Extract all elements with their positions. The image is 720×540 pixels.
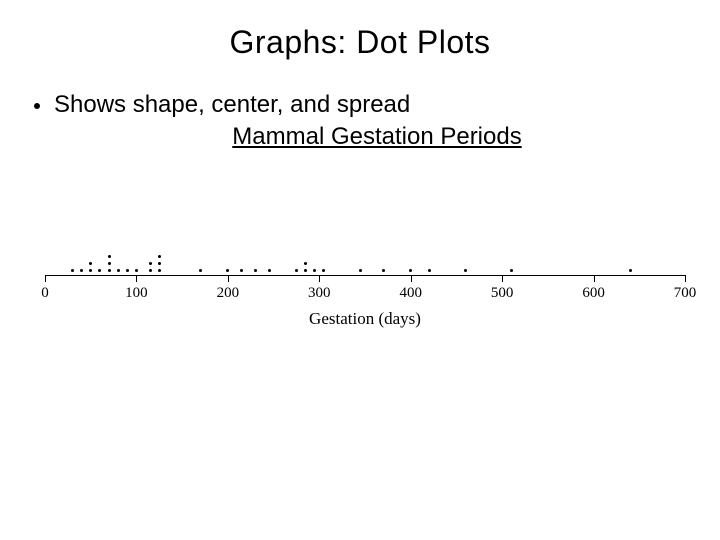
bullet-row: Shows shape, center, and spread — [34, 91, 720, 119]
axis-tick-label: 0 — [41, 285, 49, 302]
dotplot-point — [428, 269, 431, 272]
dotplot-point — [89, 269, 92, 272]
axis-tick-label: 200 — [217, 285, 240, 302]
axis-tick-label: 700 — [674, 285, 697, 302]
dotplot-point — [304, 269, 307, 272]
axis-tick — [685, 275, 686, 282]
dotplot-point — [108, 269, 111, 272]
slide: Graphs: Dot Plots Shows shape, center, a… — [0, 0, 720, 540]
axis-tick-label: 500 — [491, 285, 514, 302]
dotplot-point — [71, 269, 74, 272]
axis-tick — [502, 275, 503, 282]
dotplot-point — [89, 262, 92, 265]
axis-tick-label: 100 — [125, 285, 148, 302]
dotplot-point — [149, 269, 152, 272]
dotplot-point — [510, 269, 513, 272]
dotplot-point — [126, 269, 129, 272]
axis-tick — [594, 275, 595, 282]
dotplot-point — [254, 269, 257, 272]
dotplot-point — [226, 269, 229, 272]
dotplot-point — [158, 262, 161, 265]
dotplot-point — [313, 269, 316, 272]
dotplot-point — [382, 269, 385, 272]
dotplot-point — [158, 255, 161, 258]
axis-tick — [45, 275, 46, 282]
dotplot-point — [135, 269, 138, 272]
axis-tick — [228, 275, 229, 282]
dotplot-point — [629, 269, 632, 272]
bullet-marker — [34, 103, 40, 109]
dotplot-point — [240, 269, 243, 272]
dotplot-point — [304, 262, 307, 265]
dotplot-point — [108, 262, 111, 265]
axis-tick — [136, 275, 137, 282]
axis-tick-label: 600 — [582, 285, 605, 302]
dotplot-point — [409, 269, 412, 272]
dotplot-point — [295, 269, 298, 272]
dotplot-point — [98, 269, 101, 272]
axis-line — [45, 275, 685, 276]
dotplot-point — [199, 269, 202, 272]
dotplot-point — [322, 269, 325, 272]
axis-title: Gestation (days) — [45, 309, 685, 329]
bullet-text: Shows shape, center, and spread — [54, 91, 410, 119]
dotplot: Gestation (days) 0100200300400500600700 — [45, 205, 685, 355]
dotplot-point — [80, 269, 83, 272]
dotplot-point — [158, 269, 161, 272]
dotplot-point — [108, 255, 111, 258]
dotplot-axis: Gestation (days) 0100200300400500600700 — [45, 275, 685, 305]
axis-tick-label: 300 — [308, 285, 331, 302]
chart-subtitle: Mammal Gestation Periods — [34, 123, 720, 151]
bullet-block: Shows shape, center, and spread Mammal G… — [34, 91, 720, 151]
axis-tick-label: 400 — [399, 285, 422, 302]
slide-title: Graphs: Dot Plots — [0, 0, 720, 61]
dotplot-point — [359, 269, 362, 272]
dotplot-point — [117, 269, 120, 272]
axis-tick — [411, 275, 412, 282]
dotplot-point — [149, 262, 152, 265]
dotplot-area — [45, 205, 685, 275]
axis-tick — [319, 275, 320, 282]
dotplot-point — [464, 269, 467, 272]
dotplot-point — [268, 269, 271, 272]
